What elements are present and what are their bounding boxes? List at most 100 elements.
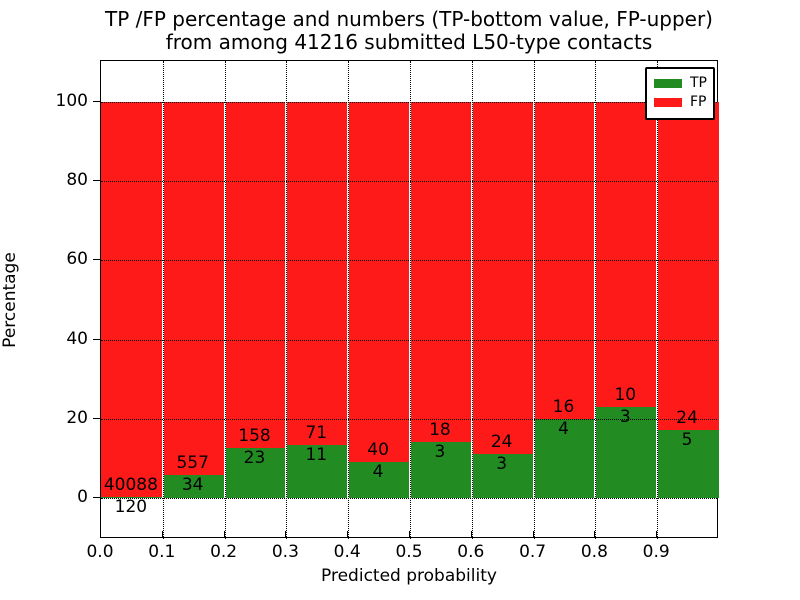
bar-segment-fp <box>595 101 658 407</box>
legend: TP FP <box>645 67 715 120</box>
x-tick <box>409 531 410 537</box>
y-tick <box>93 259 100 261</box>
fp-count-label: 24 <box>676 407 698 428</box>
x-tick <box>594 531 596 537</box>
v-gridline <box>471 61 473 539</box>
bar-segment-fp <box>101 101 163 497</box>
legend-label-tp: TP <box>690 75 707 91</box>
h-gridline <box>101 101 717 103</box>
bar-segment-tp <box>657 429 719 499</box>
bar-segment-fp <box>471 101 534 455</box>
tp-count-label: 11 <box>305 445 328 466</box>
x-tick-label: 0.1 <box>148 542 176 562</box>
x-tick <box>470 531 472 537</box>
tp-count-label: 120 <box>114 496 148 517</box>
y-tick <box>93 497 100 499</box>
y-tick <box>93 100 100 102</box>
chart-title: TP /FP percentage and numbers (TP-bottom… <box>100 8 718 54</box>
fp-count-label: 16 <box>552 396 575 417</box>
x-tick-label: 0.8 <box>580 542 608 562</box>
fp-count-label: 557 <box>176 453 209 474</box>
x-tick <box>656 531 658 537</box>
tp-count-label: 23 <box>243 447 266 468</box>
y-tick <box>93 417 100 419</box>
h-gridline <box>101 260 717 262</box>
x-tick <box>285 531 287 537</box>
v-gridline <box>533 61 535 539</box>
fp-count-label: 158 <box>238 425 271 446</box>
x-tick-label: 0.9 <box>642 542 670 562</box>
y-tick-label: 80 <box>66 170 88 191</box>
v-gridline <box>224 61 226 539</box>
x-tick-label: 0.7 <box>519 542 547 562</box>
x-tick <box>347 531 349 537</box>
bar-segment-tp <box>471 454 534 499</box>
v-gridline <box>286 61 288 539</box>
x-tick <box>161 531 163 537</box>
y-tick <box>93 180 100 182</box>
v-gridline <box>162 61 164 539</box>
y-axis-label: Percentage <box>0 252 20 348</box>
bar-segment-tp <box>348 462 410 499</box>
v-gridline <box>595 61 597 539</box>
bar-segment-fp <box>162 101 225 476</box>
bar-segment-tp <box>162 475 225 499</box>
fp-count-label: 71 <box>305 423 328 444</box>
tp-count-label: 4 <box>558 418 569 439</box>
x-tick <box>100 531 101 537</box>
tp-count-label: 4 <box>372 462 384 483</box>
fp-count-label: 24 <box>490 432 513 453</box>
tp-count-label: 3 <box>496 454 508 475</box>
tp-count-label: 34 <box>181 475 204 496</box>
bar-segment-fp <box>410 101 472 442</box>
tp-count-label: 3 <box>434 441 446 462</box>
legend-swatch-tp <box>654 78 682 88</box>
y-tick-label: 40 <box>66 328 88 349</box>
bar-segment-fp <box>533 101 596 419</box>
h-gridline <box>101 418 717 420</box>
fp-count-label: 40 <box>367 440 389 461</box>
bar-segment-tp <box>410 441 472 499</box>
x-tick-label: 0.6 <box>457 542 485 562</box>
bar-segment-tp <box>286 445 349 499</box>
y-tick-label: 60 <box>66 249 88 270</box>
bar-segment-fp <box>348 101 410 463</box>
v-gridline <box>348 61 350 539</box>
x-tick-label: 0.4 <box>333 542 361 562</box>
v-gridline <box>657 61 659 539</box>
fp-count-label: 10 <box>614 384 637 405</box>
fp-count-label: 40088 <box>103 474 158 495</box>
legend-swatch-fp <box>654 97 682 107</box>
x-tick-label: 0.0 <box>86 542 114 562</box>
tp-count-label: 5 <box>681 429 693 450</box>
x-tick-label: 0.5 <box>395 542 423 562</box>
tp-count-label: 3 <box>619 406 631 427</box>
bar-segment-fp <box>224 101 287 448</box>
y-tick-label: 20 <box>66 407 88 428</box>
fp-count-label: 18 <box>429 419 451 440</box>
bar-segment-tp <box>533 418 596 499</box>
legend-label-fp: FP <box>690 94 707 110</box>
y-tick-label: 100 <box>55 90 88 111</box>
h-gridline <box>101 181 717 183</box>
plot-area <box>100 60 719 539</box>
bar-segment-fp <box>286 101 349 445</box>
x-axis-label: Predicted probability <box>321 566 497 586</box>
bar-segment-tp <box>224 447 287 499</box>
v-gridline <box>410 61 411 539</box>
y-tick-label: 0 <box>77 487 88 508</box>
x-tick-label: 0.3 <box>271 542 299 562</box>
x-tick <box>532 531 534 537</box>
legend-entry-tp: TP <box>654 76 707 90</box>
h-gridline <box>101 498 717 500</box>
x-tick <box>223 531 225 537</box>
y-tick <box>93 338 100 340</box>
legend-entry-fp: FP <box>654 95 707 109</box>
bar-segment-fp <box>657 101 719 430</box>
bar-segment-tp <box>101 496 163 499</box>
x-tick-label: 0.2 <box>210 542 238 562</box>
h-gridline <box>101 339 717 341</box>
chart-title-line2: from among 41216 submitted L50-type cont… <box>165 30 653 54</box>
bar-segment-tp <box>595 406 658 499</box>
